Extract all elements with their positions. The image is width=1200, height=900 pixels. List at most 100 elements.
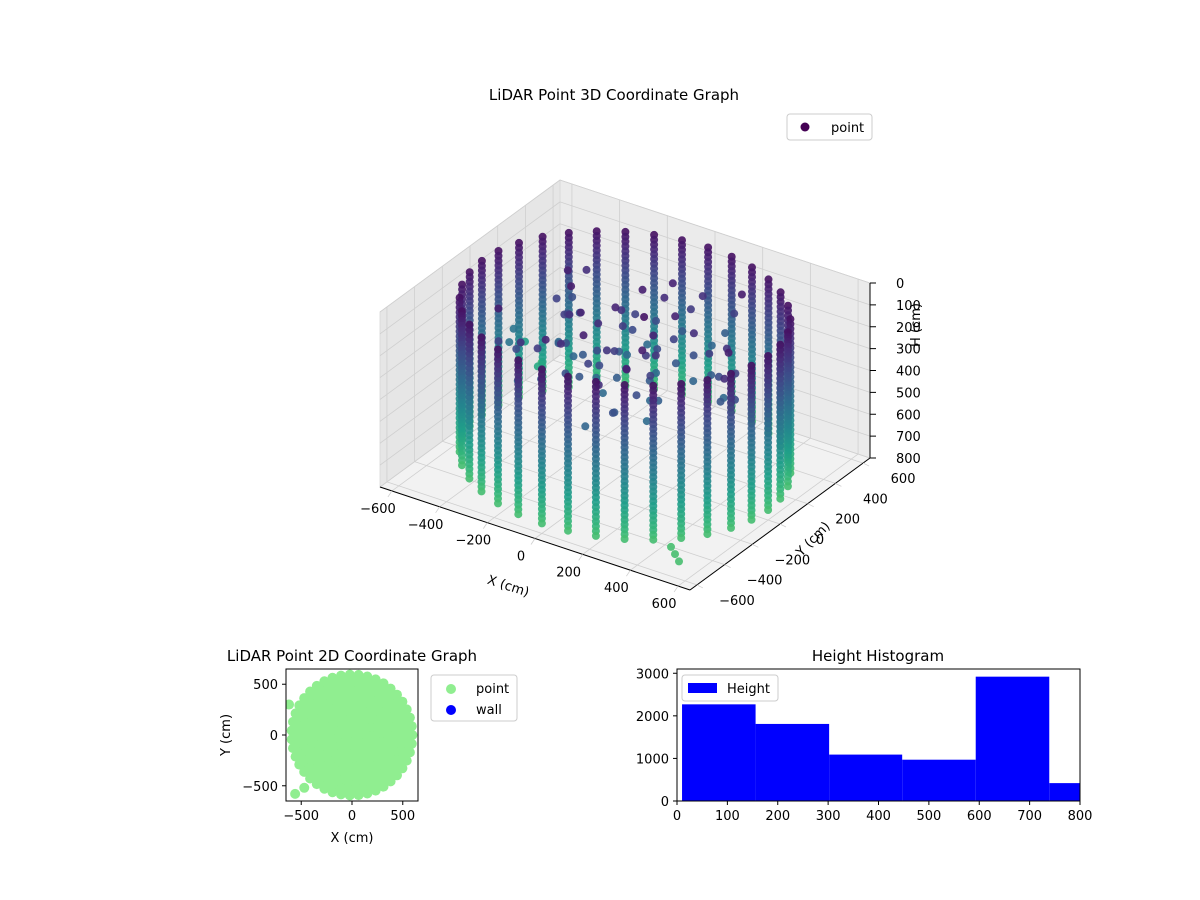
point-2d <box>301 696 311 707</box>
point-2d <box>329 725 340 736</box>
chart-2d-title: LiDAR Point 2D Coordinate Graph <box>227 647 477 665</box>
point-3d <box>505 338 514 347</box>
x-tick-label: 500 <box>390 809 415 824</box>
point-2d <box>307 730 318 740</box>
point-3d <box>611 303 620 312</box>
histogram-bar <box>902 759 976 801</box>
point-2d <box>296 747 307 758</box>
point-2d <box>407 730 418 740</box>
point-3d <box>623 350 631 359</box>
point-2d <box>338 768 349 779</box>
point-3d <box>541 335 550 344</box>
point-2d <box>322 760 333 771</box>
point-2d <box>350 730 361 740</box>
point-3d <box>675 557 683 566</box>
point-2d <box>354 730 365 740</box>
x-tick-label: −200 <box>455 534 491 549</box>
point-2d <box>355 673 366 684</box>
point-2d <box>305 686 316 697</box>
point-2d <box>401 755 412 766</box>
point-2d <box>333 781 344 792</box>
point-2d <box>292 712 303 723</box>
point-3d <box>686 305 695 314</box>
point-2d <box>319 783 330 794</box>
point-2d <box>359 751 370 762</box>
point-2d <box>310 701 321 712</box>
point-2d <box>344 669 355 680</box>
point-2d <box>340 684 351 695</box>
y-tick-label: 3000 <box>636 667 669 682</box>
point-2d <box>375 761 386 772</box>
point-2d <box>379 730 389 740</box>
point-3d <box>671 550 679 559</box>
point-2d <box>393 712 404 723</box>
point-2d <box>366 738 377 749</box>
point-3d <box>689 351 698 360</box>
point-2d <box>381 721 392 732</box>
point-2d <box>347 701 357 712</box>
point-2d <box>373 767 384 778</box>
point-2d <box>396 721 406 732</box>
point-2d <box>397 704 408 715</box>
point-3d <box>783 482 792 491</box>
chart-2d-plot <box>286 669 418 801</box>
point-3d <box>705 349 714 358</box>
point-3d <box>642 417 651 426</box>
x-tick-label: 0 <box>348 809 356 824</box>
point-3d <box>689 329 698 338</box>
point-3d <box>591 531 600 540</box>
point-2d <box>288 743 298 754</box>
histogram-legend-label: Height <box>727 682 770 697</box>
point-3d <box>643 340 652 349</box>
point-2d <box>345 726 356 737</box>
point-2d <box>347 769 357 780</box>
point-2d <box>311 725 322 736</box>
point-3d <box>618 322 627 331</box>
point-2d <box>312 755 323 766</box>
point-2d <box>308 712 318 723</box>
y-tick-label: 2000 <box>636 710 669 725</box>
point-2d <box>301 734 311 745</box>
point-2d <box>322 709 333 720</box>
point-2d <box>358 721 369 732</box>
point-2d <box>292 747 303 758</box>
point-2d <box>328 703 339 714</box>
point-2d <box>403 730 414 740</box>
point-3d <box>716 397 725 406</box>
point-3d <box>747 515 756 524</box>
grid-back-h <box>559 223 871 328</box>
point-2d <box>342 783 353 794</box>
point-2d <box>361 745 372 756</box>
point-2d <box>351 676 362 687</box>
point-2d <box>389 762 400 773</box>
point-2d <box>340 695 351 706</box>
point-2d <box>371 699 382 710</box>
point-2d <box>342 705 353 716</box>
point-2d <box>323 770 334 780</box>
x-tick-label: 700 <box>1017 809 1042 824</box>
point-2d <box>339 722 350 733</box>
point-3d <box>579 331 588 340</box>
point-3d <box>638 346 647 355</box>
point-2d <box>406 738 417 749</box>
point-2d <box>286 699 295 710</box>
point-2d <box>329 784 340 795</box>
point-2d <box>353 709 364 720</box>
point-2d <box>330 753 341 763</box>
point-2d <box>340 764 351 775</box>
point-2d <box>354 722 365 733</box>
y-tick <box>696 584 704 589</box>
point-2d <box>304 730 315 740</box>
point-2d <box>386 747 396 758</box>
point-2d <box>336 699 347 710</box>
point-2d <box>351 687 362 698</box>
point-2d <box>327 787 338 798</box>
point-2d <box>344 790 355 801</box>
point-2d <box>336 748 347 759</box>
point-3d <box>617 306 626 315</box>
z-tick-label: 800 <box>896 452 921 467</box>
y-tick <box>862 462 870 467</box>
point-2d <box>357 685 368 696</box>
point-2d <box>392 738 403 749</box>
point-2d <box>385 683 396 694</box>
